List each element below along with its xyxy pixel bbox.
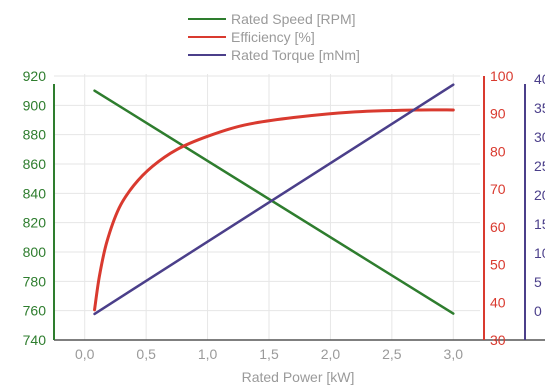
- x-tick-label: 3,0: [444, 346, 464, 362]
- x-tick-label: 1,0: [198, 346, 218, 362]
- tick-label-speed: 900: [23, 97, 47, 113]
- x-tick-label: 0,0: [75, 346, 95, 362]
- x-axis-title: Rated Power [kW]: [242, 369, 355, 385]
- tick-label-efficiency: 70: [490, 181, 506, 197]
- tick-label-speed: 800: [23, 244, 47, 260]
- tick-label-speed: 920: [23, 68, 47, 84]
- tick-label-torque: 30: [534, 129, 545, 145]
- x-tick-label: 0,5: [136, 346, 156, 362]
- tick-label-torque: 35: [534, 100, 545, 116]
- x-tick-label: 1,5: [259, 346, 279, 362]
- axes: 0,0 0,5 1,0 1,5 2,0 2,5 3,07407607808008208408…: [23, 68, 545, 362]
- tick-label-speed: 820: [23, 215, 47, 231]
- legend-label: Efficiency [%]: [231, 29, 315, 45]
- grid: [54, 74, 480, 341]
- tick-label-efficiency: 100: [490, 68, 514, 84]
- tick-label-efficiency: 60: [490, 219, 506, 235]
- legend: Rated Speed [RPM] Efficiency [%] Rated Tor…: [188, 11, 360, 63]
- legend-label: Rated Torque [mNm]: [231, 47, 360, 63]
- tick-label-speed: 880: [23, 127, 47, 143]
- tick-label-efficiency: 30: [490, 332, 506, 348]
- series-line-efficiency: [93, 108, 455, 312]
- tick-label-torque: 20: [534, 187, 545, 203]
- tick-label-torque: 5: [534, 274, 542, 290]
- tick-label-speed: 860: [23, 156, 47, 172]
- tick-label-torque: 0: [534, 303, 542, 319]
- tick-label-torque: 10: [534, 245, 545, 261]
- tick-label-torque: 40: [534, 71, 545, 87]
- tick-label-efficiency: 40: [490, 294, 506, 310]
- tick-label-efficiency: 90: [490, 106, 506, 122]
- tick-label-torque: 25: [534, 158, 545, 174]
- tick-label-efficiency: 80: [490, 143, 506, 159]
- x-tick-label: 2,0: [321, 346, 341, 362]
- series-line-torque: [93, 83, 455, 316]
- legend-label: Rated Speed [RPM]: [231, 11, 356, 27]
- tick-label-speed: 780: [23, 273, 47, 289]
- tick-label-efficiency: 50: [490, 257, 506, 273]
- tick-label-speed: 840: [23, 185, 47, 201]
- series-line-speed: [93, 89, 455, 315]
- series-group: [93, 83, 455, 316]
- tick-label-speed: 760: [23, 303, 47, 319]
- tick-label-speed: 740: [23, 332, 47, 348]
- tick-label-torque: 15: [534, 216, 545, 232]
- x-tick-label: 2,5: [382, 346, 402, 362]
